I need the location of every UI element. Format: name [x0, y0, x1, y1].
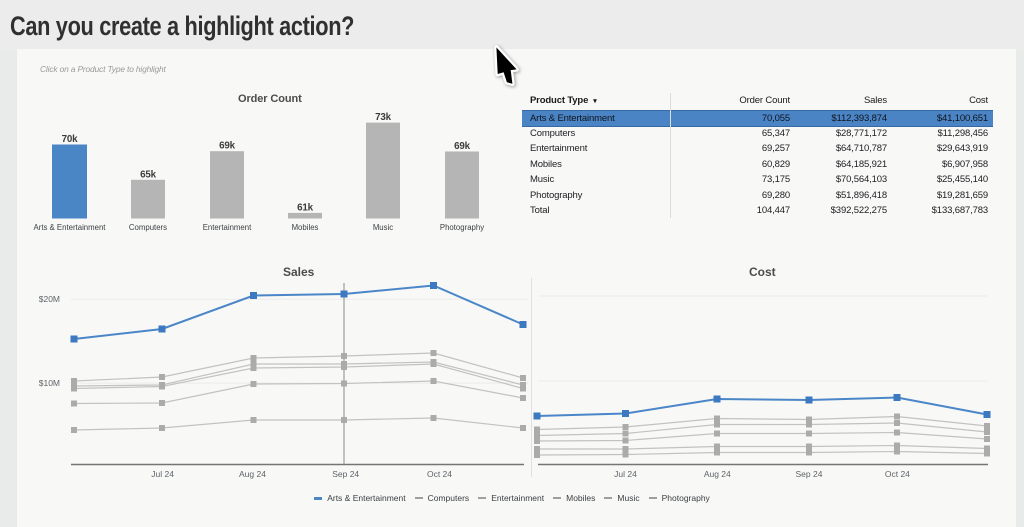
svg-text:Aug 24: Aug 24 [704, 469, 731, 479]
svg-text:70k: 70k [62, 134, 78, 145]
svg-text:Jul 24: Jul 24 [614, 469, 637, 479]
svg-text:Oct 24: Oct 24 [885, 469, 910, 479]
svg-text:Oct 24: Oct 24 [427, 469, 452, 479]
svg-text:Computers: Computers [129, 223, 167, 232]
svg-text:Aug 24: Aug 24 [239, 469, 266, 479]
svg-text:$20M: $20M [39, 294, 60, 304]
svg-text:61k: 61k [297, 202, 313, 213]
svg-text:Sep 24: Sep 24 [796, 469, 823, 479]
svg-text:69k: 69k [454, 141, 470, 152]
svg-text:Photography: Photography [440, 223, 484, 232]
svg-text:Entertainment: Entertainment [203, 223, 252, 232]
svg-text:Jul 24: Jul 24 [151, 469, 174, 479]
svg-text:Music: Music [373, 223, 393, 232]
svg-text:Mobiles: Mobiles [292, 223, 319, 232]
svg-text:65k: 65k [140, 169, 156, 180]
svg-text:$10M: $10M [39, 378, 60, 388]
svg-text:Sep 24: Sep 24 [332, 469, 359, 479]
svg-text:73k: 73k [375, 112, 391, 123]
svg-text:Arts & Entertainment: Arts & Entertainment [34, 223, 107, 232]
svg-text:69k: 69k [219, 141, 235, 152]
